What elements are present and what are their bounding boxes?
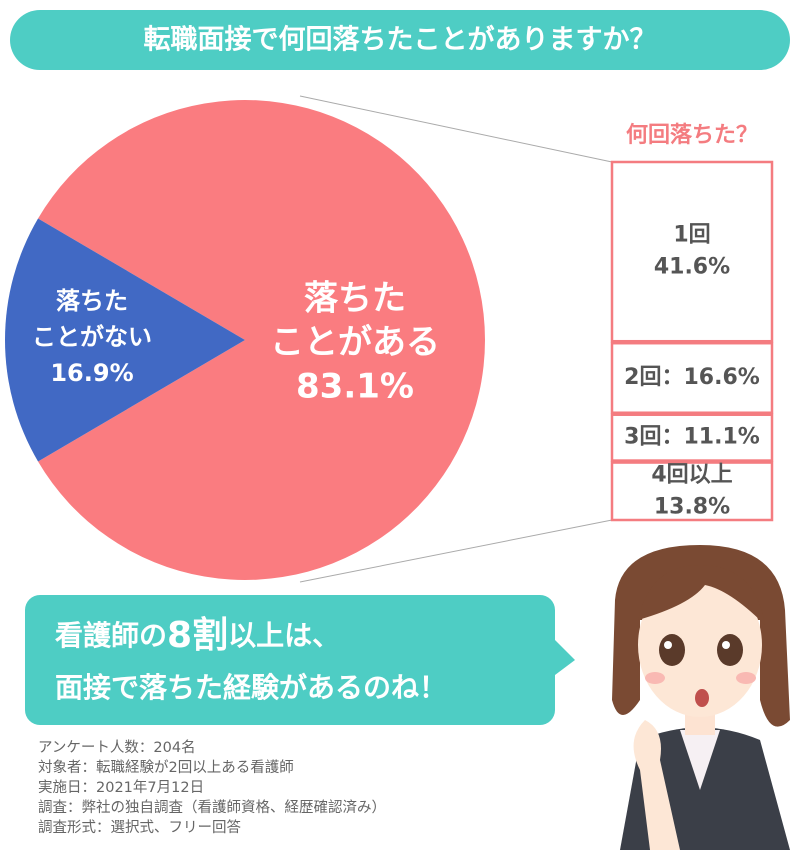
breakdown-value: 41.6% [654, 255, 730, 280]
separator: ： [661, 425, 683, 450]
slice-label: ことがある [270, 323, 440, 363]
breakdown-label: 4回以上 [651, 462, 732, 487]
breakdown-label: 2回：16.6% [624, 365, 760, 390]
breakdown-value: 11.1% [684, 425, 760, 450]
slice-label: 落ちた [56, 287, 128, 315]
breakdown-bar [610, 160, 774, 343]
breakdown-label: 1回 [673, 223, 710, 248]
note: 調査：弊社の独自調査（看護師資格、経歴確認済み） [38, 799, 386, 816]
breakdown-value: 13.8% [654, 494, 730, 519]
breakdown-bar [610, 413, 774, 462]
callout-line: 看護師の8割以上は、 [55, 615, 340, 656]
breakdown-bar [610, 341, 774, 414]
breakdown-value: 16.6% [684, 365, 760, 390]
slice-label: 落ちた [304, 279, 406, 319]
callout-part: 看護師の [55, 619, 167, 652]
breakdown-label: 2回 [624, 365, 661, 390]
slice-value: 16.9% [50, 359, 133, 387]
pie-slice [38, 100, 485, 581]
connector [299, 95, 613, 163]
pie-slice [4, 218, 246, 462]
breakdown-bar [610, 461, 774, 522]
slice-value: 83.1% [296, 367, 414, 407]
character [612, 545, 790, 850]
separator: ： [661, 365, 683, 390]
slice-label: ことがない [32, 323, 152, 351]
connector [299, 519, 613, 583]
callout-part: 8割 [167, 615, 228, 656]
breakdown-title: 何回落ちた？ [626, 122, 758, 148]
note: 対象者：転職経験が2回以上ある看護師 [38, 759, 294, 776]
note: 実施日：2021年7月12日 [38, 779, 204, 796]
breakdown-label: 3回：11.1% [624, 425, 760, 450]
note: アンケート人数：204名 [38, 739, 196, 756]
callout-part: 以上は、 [228, 619, 340, 652]
chart-title: 転職面接で何回落ちたことがありますか？ [144, 24, 657, 56]
title-banner [10, 10, 790, 70]
note: 調査形式：選択式、フリー回答 [38, 819, 241, 836]
callout-line: 面接で落ちた経験があるのね！ [55, 671, 447, 704]
breakdown-label: 3回 [624, 425, 661, 450]
speech-bubble [25, 595, 575, 725]
